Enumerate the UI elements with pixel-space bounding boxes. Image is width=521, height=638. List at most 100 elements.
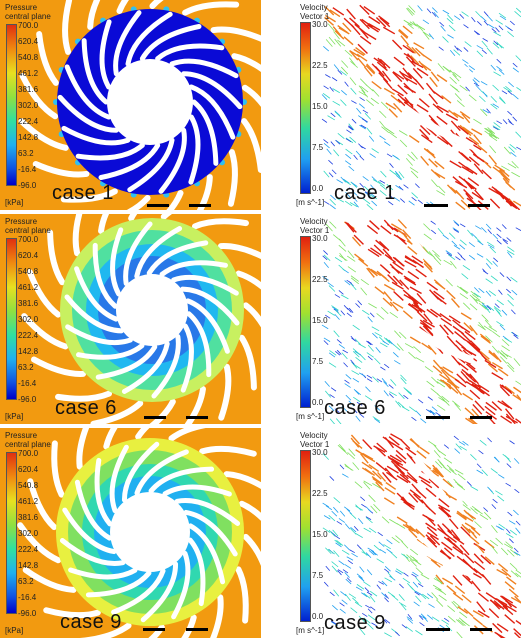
velocity-vector: [497, 170, 508, 180]
velocity-vector: [454, 403, 462, 411]
velocity-vector: [409, 559, 417, 567]
velocity-vector: [457, 473, 466, 481]
impeller-blade: [113, 10, 142, 77]
velocity-vector: [355, 415, 361, 422]
velocity-vector: [352, 597, 359, 604]
velocity-vector: [457, 252, 463, 257]
velocity-vector: [343, 305, 349, 310]
velocity-vector: [375, 481, 385, 492]
velocity-vector: [389, 518, 398, 525]
velocity-vector: [436, 190, 445, 196]
velocity-vector: [406, 471, 418, 482]
velocity-vector: [359, 628, 366, 636]
velocity-vector: [325, 547, 332, 555]
velocity-vector: [396, 516, 408, 524]
velocity-vector: [333, 64, 339, 71]
pressure-tick-label: 302.0: [18, 315, 39, 324]
velocity-vector: [497, 599, 509, 610]
velocity-vector: [389, 301, 399, 312]
velocity-vector: [504, 581, 515, 590]
velocity-vector: [459, 223, 466, 228]
velocity-vector: [373, 503, 381, 512]
velocity-vector: [486, 47, 493, 55]
velocity-vector: [433, 290, 445, 300]
velocity-vector: [361, 592, 368, 598]
velocity-vector: [448, 254, 456, 260]
impeller-blade: [168, 428, 206, 442]
velocity-vector: [440, 369, 450, 380]
velocity-vector: [435, 599, 444, 607]
velocity-vector: [403, 387, 410, 394]
velocity-vector: [352, 462, 360, 471]
velocity-vector: [424, 366, 434, 373]
scale-bar: [186, 628, 208, 631]
velocity-vector: [350, 434, 360, 445]
impeller-blade: [128, 214, 138, 222]
velocity-vector: [322, 527, 331, 533]
velocity-vector: [329, 86, 334, 92]
velocity-vector: [422, 31, 430, 40]
velocity-vector: [355, 150, 362, 157]
velocity-vector: [397, 219, 407, 229]
velocity-vector: [348, 448, 356, 457]
velocity-vector: [336, 349, 342, 355]
velocity-vector: [481, 227, 487, 233]
velocity-vector: [432, 464, 442, 475]
velocity-vector: [490, 103, 498, 110]
velocity-vector: [431, 7, 438, 13]
velocity-vector: [367, 344, 374, 352]
velocity-vector: [336, 197, 345, 203]
impeller-blade: [17, 522, 62, 564]
velocity-vector: [364, 455, 376, 463]
velocity-vector: [341, 549, 350, 555]
velocity-vector: [347, 250, 355, 259]
velocity-vector: [453, 220, 460, 226]
velocity-vector: [486, 108, 491, 114]
velocity-vector: [475, 543, 485, 554]
velocity-vector: [388, 393, 394, 399]
velocity-tick-label: 22.5: [312, 61, 328, 70]
velocity-vector: [448, 378, 458, 388]
impeller-blade: [26, 269, 62, 318]
velocity-vector: [420, 418, 427, 424]
velocity-vector: [392, 71, 403, 83]
velocity-vector: [457, 361, 469, 371]
pressure-contour-case-6: [0, 214, 261, 424]
velocity-vector: [341, 599, 348, 605]
velocity-vector: [368, 494, 376, 503]
velocity-vector: [502, 238, 508, 243]
velocity-vector: [409, 336, 421, 344]
pressure-tick-label: 142.8: [18, 133, 39, 142]
velocity-vector: [346, 577, 352, 583]
velocity-vector: [433, 279, 444, 289]
velocity-vector: [484, 359, 497, 369]
velocity-vector: [510, 596, 521, 604]
velocity-vector: [364, 112, 372, 120]
impeller-blade: [134, 449, 189, 496]
impeller-blade: [227, 149, 238, 207]
velocity-vector: [508, 538, 514, 544]
velocity-vector: [484, 405, 496, 416]
velocity-vector: [482, 268, 487, 274]
velocity-vector: [478, 287, 485, 294]
velocity-vector: [397, 84, 408, 95]
velocity-vector: [506, 288, 512, 294]
velocity-vector: [416, 104, 429, 113]
velocity-vector: [351, 118, 357, 124]
velocity-vector: [368, 463, 380, 472]
velocity-vector: [322, 502, 329, 508]
velocity-tick-label: 30.0: [312, 448, 328, 457]
velocity-vector: [474, 560, 486, 571]
velocity-vector: [359, 35, 372, 45]
velocity-vector: [361, 467, 373, 475]
velocity-vector: [399, 583, 404, 589]
velocity-vector: [504, 604, 517, 613]
velocity-vector: [495, 27, 500, 33]
velocity-vector: [346, 222, 357, 233]
velocity-vector: [389, 454, 402, 463]
velocity-vector: [347, 560, 354, 565]
velocity-vector: [324, 14, 336, 23]
velocity-vector: [487, 437, 492, 443]
velocity-vector: [507, 293, 514, 300]
impeller-blade: [181, 71, 243, 110]
